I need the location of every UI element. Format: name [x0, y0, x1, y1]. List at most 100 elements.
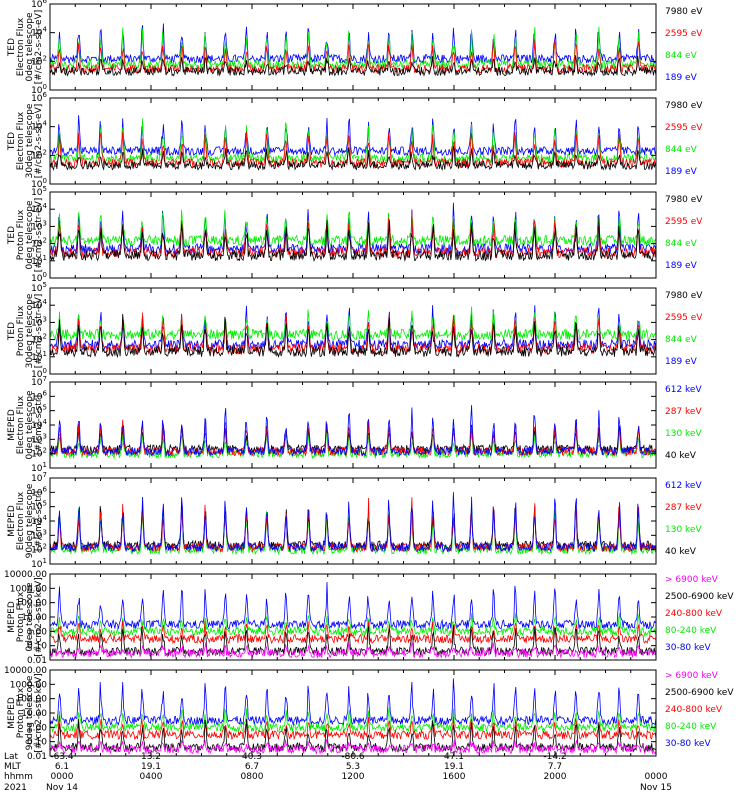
series-line-7980-ev [49, 55, 657, 78]
y-tick-label: 107 [31, 375, 47, 388]
x-tick-label: Nov 14 [46, 783, 78, 793]
x-tick-label: 19.1 [141, 762, 161, 772]
y-axis-label: MEPEDElectron Flux90deg telescope[#/cm2-… [7, 483, 44, 558]
x-tick-label: 7.7 [548, 762, 562, 772]
legend-entry: 2595 eV [665, 313, 703, 323]
y-tick-label: 103 [31, 432, 47, 445]
legend-entry: 7980 eV [665, 7, 703, 17]
y-tick-label: 102 [31, 237, 47, 250]
y-tick-label: 100.00 [16, 695, 48, 705]
series-line-844-ev [49, 118, 657, 165]
y-tick-label: 105 [31, 404, 47, 417]
x-tick-label: Nov 15 [640, 783, 672, 793]
plot-frame [49, 381, 657, 469]
legend-entry: 2500-6900 keV [665, 688, 734, 698]
y-tick-label: 105 [31, 185, 47, 198]
y-tick-label: 102 [31, 543, 47, 556]
y-tick-label: 104 [31, 26, 47, 39]
y-axis-label: TEDProton Flux0deg telescope[#/cm2-s-str… [7, 198, 44, 273]
x-tick-label: 6.1 [55, 762, 69, 772]
x-tick-label: 5.3 [346, 762, 360, 772]
legend-entry: 80-240 keV [665, 626, 717, 636]
y-tick-label: 104 [31, 202, 47, 215]
legend-entry: 30-80 keV [665, 739, 711, 749]
y-tick-label: 0.01 [27, 656, 47, 666]
series-line-240-800-kev [49, 620, 657, 645]
y-tick-label: 100 [31, 367, 47, 380]
x-row-label: 2021 [4, 783, 27, 793]
series-line-80-240-kev [49, 612, 657, 637]
y-tick-label: 103 [31, 315, 47, 328]
x-tick-label: 19.1 [444, 762, 464, 772]
series-line-2595-ev [49, 213, 657, 259]
y-axis-label: MEPEDElectron Flux0deg telescope[#/cm2-s… [7, 390, 44, 460]
y-axis-label: MEPEDProton Flux0deg telescope[#/cm2-s-s… [7, 577, 44, 656]
panel-8: 0.01 0.10 1.00 10.00 100.00 1000.00 10000.00ME… [4, 666, 734, 762]
legend-entry: 844 eV [665, 51, 698, 61]
legend-entry: 844 eV [665, 145, 698, 155]
y-axis-label: TEDProton Flux30deg telescope[#/cm2-s-st… [7, 293, 44, 368]
legend-entry: 189 eV [665, 261, 698, 271]
legend-entry: 287 keV [665, 503, 702, 513]
x-tick-label: -80.6 [341, 752, 365, 762]
y-tick-label: 101 [31, 557, 47, 570]
panel-7: 0.01 0.10 1.00 10.00 100.00 1000.00 10000.00ME… [4, 570, 734, 666]
y-tick-label: 101 [31, 350, 47, 363]
x-row-label: MLT [4, 762, 22, 772]
x-tick-label: 0000 [645, 772, 668, 782]
legend-entry: 80-240 keV [665, 722, 717, 732]
y-tick-label: 0.10 [27, 738, 47, 748]
plot-frame [49, 477, 657, 565]
series-line-612-kev [49, 405, 657, 457]
legend-entry: 30-80 keV [665, 643, 711, 653]
legend-entry: 7980 eV [665, 101, 703, 111]
y-tick-label: 106 [31, 91, 47, 104]
series-line-7980-ev [49, 145, 657, 172]
x-row-label: hhmm [4, 772, 33, 782]
legend-entry: 40 keV [665, 451, 697, 461]
y-tick-label: 104 [31, 120, 47, 133]
legend-entry: > 6900 keV [665, 575, 719, 585]
y-tick-label: 10000.00 [4, 570, 47, 580]
x-row-label: Lat [4, 752, 19, 762]
y-tick-label: 106 [31, 0, 47, 10]
x-tick-label: 1200 [342, 772, 365, 782]
y-tick-label: 106 [31, 485, 47, 498]
y-tick-label: 100 [31, 83, 47, 96]
legend-entry: 844 eV [665, 239, 698, 249]
y-tick-label: 10000.00 [4, 666, 47, 676]
x-tick-label: 0000 [51, 772, 74, 782]
y-tick-label: 104 [31, 298, 47, 311]
legend-entry: 612 keV [665, 481, 702, 491]
y-tick-label: 0.01 [27, 752, 47, 762]
y-tick-label: 100.00 [16, 599, 48, 609]
y-tick-label: 105 [31, 500, 47, 513]
y-tick-label: 101 [31, 461, 47, 474]
y-axis-label: MEPEDProton Flux90deg telescope[#/cm2-s-… [7, 673, 44, 752]
legend-entry: 612 keV [665, 385, 702, 395]
x-tick-label: 6.7 [245, 762, 259, 772]
y-tick-label: 103 [31, 528, 47, 541]
series-line-7980-ev [49, 217, 657, 262]
series-line-7980-ev [49, 313, 657, 359]
y-tick-label: 106 [31, 389, 47, 402]
y-axis-label: TEDElectron Flux30deg telescope[#/cm2-s-… [7, 103, 44, 178]
y-tick-label: 100 [31, 271, 47, 284]
y-tick-label: 102 [31, 447, 47, 460]
legend-entry: 189 eV [665, 167, 698, 177]
y-tick-label: 10.00 [21, 709, 47, 719]
legend-entry: 2595 eV [665, 123, 703, 133]
x-tick-label: 2000 [544, 772, 567, 782]
x-tick-label: 1600 [443, 772, 466, 782]
series-line-240-800-kev [49, 715, 657, 741]
y-tick-label: 1000.00 [10, 584, 47, 594]
legend-entry: 189 eV [665, 357, 698, 367]
y-tick-label: 104 [31, 418, 47, 431]
legend-entry: 130 keV [665, 525, 702, 535]
series-line-30-80-kev [49, 678, 657, 727]
